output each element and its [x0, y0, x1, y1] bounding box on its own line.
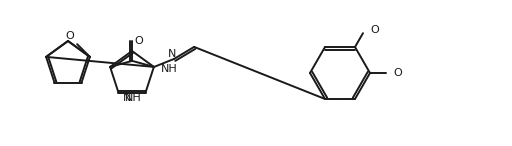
Text: N: N [122, 93, 131, 103]
Text: NH: NH [125, 93, 141, 103]
Text: O: O [135, 36, 143, 46]
Text: O: O [370, 25, 379, 35]
Text: O: O [66, 31, 74, 41]
Text: N: N [168, 49, 176, 59]
Text: NH: NH [161, 64, 178, 74]
Text: O: O [393, 68, 402, 78]
